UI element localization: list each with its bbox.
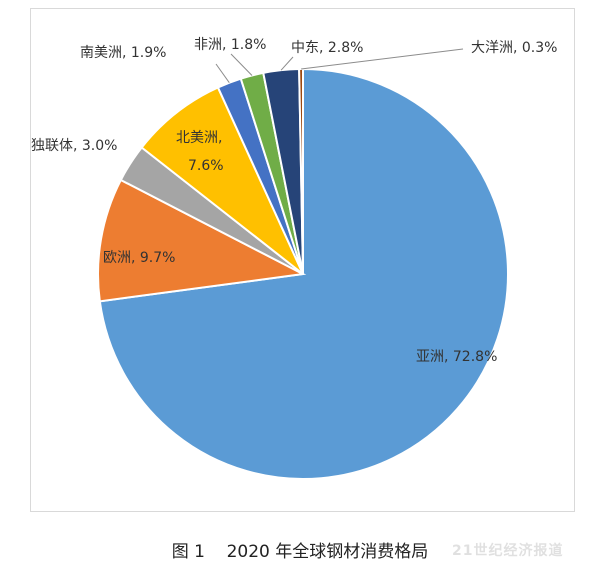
slice-label-1: 欧洲, 9.7% [103,250,175,266]
pie-chart: 亚洲, 72.8% 欧洲, 9.7% 独联体, 3.0% 北美洲, 7.6% 南美洲, 1… [31,37,557,480]
slice-label-4: 南美洲, 1.9% [80,45,166,61]
slice-label-6: 中东, 2.8% [291,40,363,56]
slice-label-7: 大洋洲, 0.3% [471,40,557,56]
slice-label-3: 北美洲, 7.6% [176,130,224,174]
slice-label-0: 亚洲, 72.8% [416,349,497,365]
leader-line-5 [230,53,253,76]
leader-line-4 [215,63,230,83]
slice-label-5: 非洲, 1.8% [194,37,266,53]
figure-caption: 图 1 2020 年全球钢材消费格局 [171,542,429,562]
pie-slice-1 [97,178,307,303]
pie-slice-3 [140,86,304,275]
leader-line-6 [280,56,294,71]
leader-line-7 [301,48,464,70]
slice-label-2: 独联体, 3.0% [31,138,117,154]
chart-frame: 亚洲, 72.8% 欧洲, 9.7% 独联体, 3.0% 北美洲, 7.6% 南美洲, 1… [30,8,575,512]
